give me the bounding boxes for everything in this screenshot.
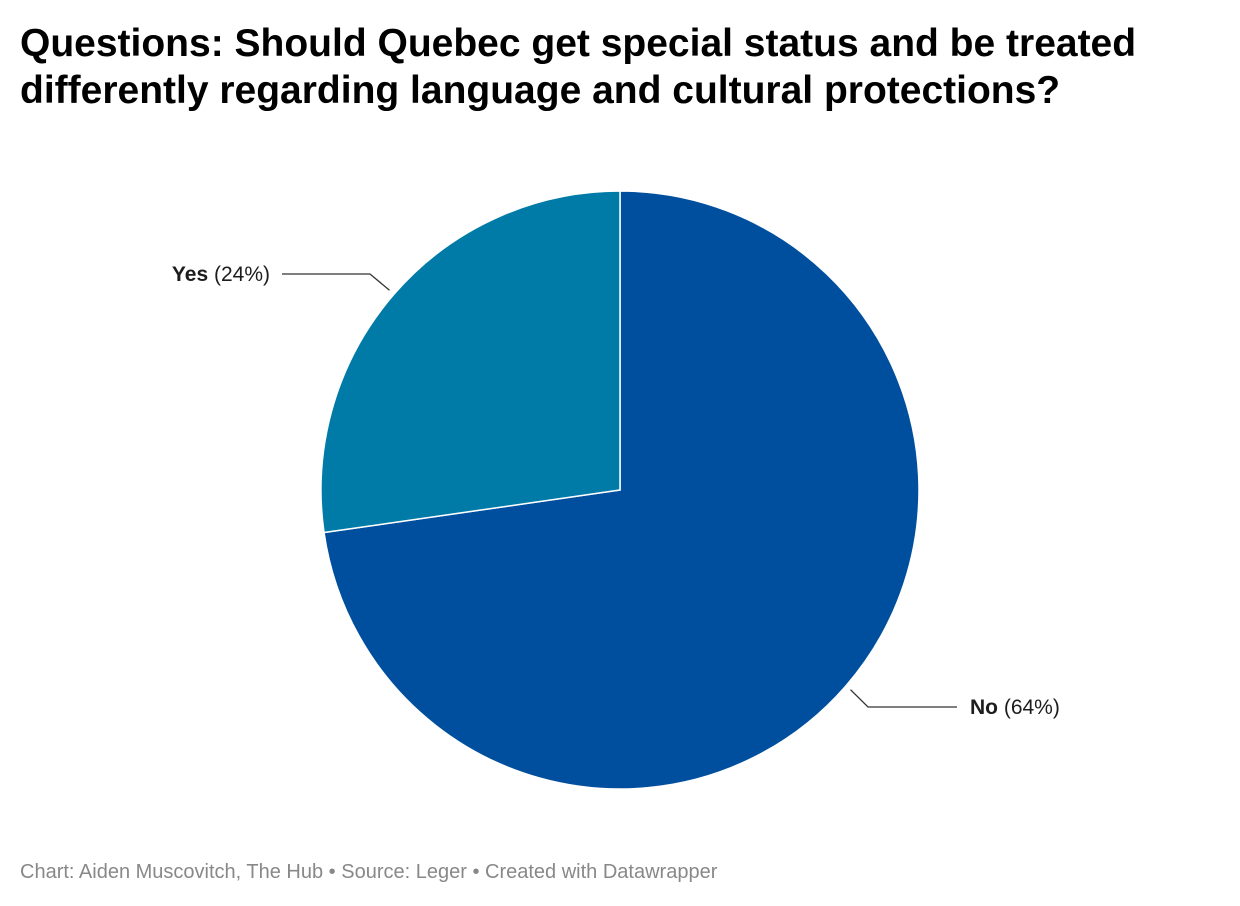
slice-label-percent: (24%) <box>208 263 270 286</box>
footer-separator: • <box>466 861 486 883</box>
footer-credit: Chart: Aiden Muscovitch, The Hub <box>20 861 324 883</box>
label-leader-lines <box>282 273 957 708</box>
footer-source: Source: Leger <box>341 861 467 883</box>
slice-label-percent: (64%) <box>998 696 1060 719</box>
slice-label-name: Yes <box>172 263 208 286</box>
slice-labels: No (64%) Yes (24%) <box>172 263 1060 719</box>
slice-label-yes: Yes (24%) <box>172 263 270 286</box>
pie-slice-yes <box>320 190 621 534</box>
pie-slice-no <box>323 190 920 790</box>
chart-title: Questions: Should Quebec get special sta… <box>20 22 1137 112</box>
slice-label-name: No <box>970 696 998 719</box>
slice-label-no: No (64%) <box>970 696 1060 719</box>
chart-footer: Chart: Aiden Muscovitch, The Hub • Sourc… <box>20 860 717 884</box>
pie-slices <box>320 190 920 790</box>
footer-separator: • <box>323 861 342 883</box>
footer-tool: Created with Datawrapper <box>485 861 718 883</box>
leader-line-yes <box>282 273 390 291</box>
leader-line-no <box>850 689 957 708</box>
